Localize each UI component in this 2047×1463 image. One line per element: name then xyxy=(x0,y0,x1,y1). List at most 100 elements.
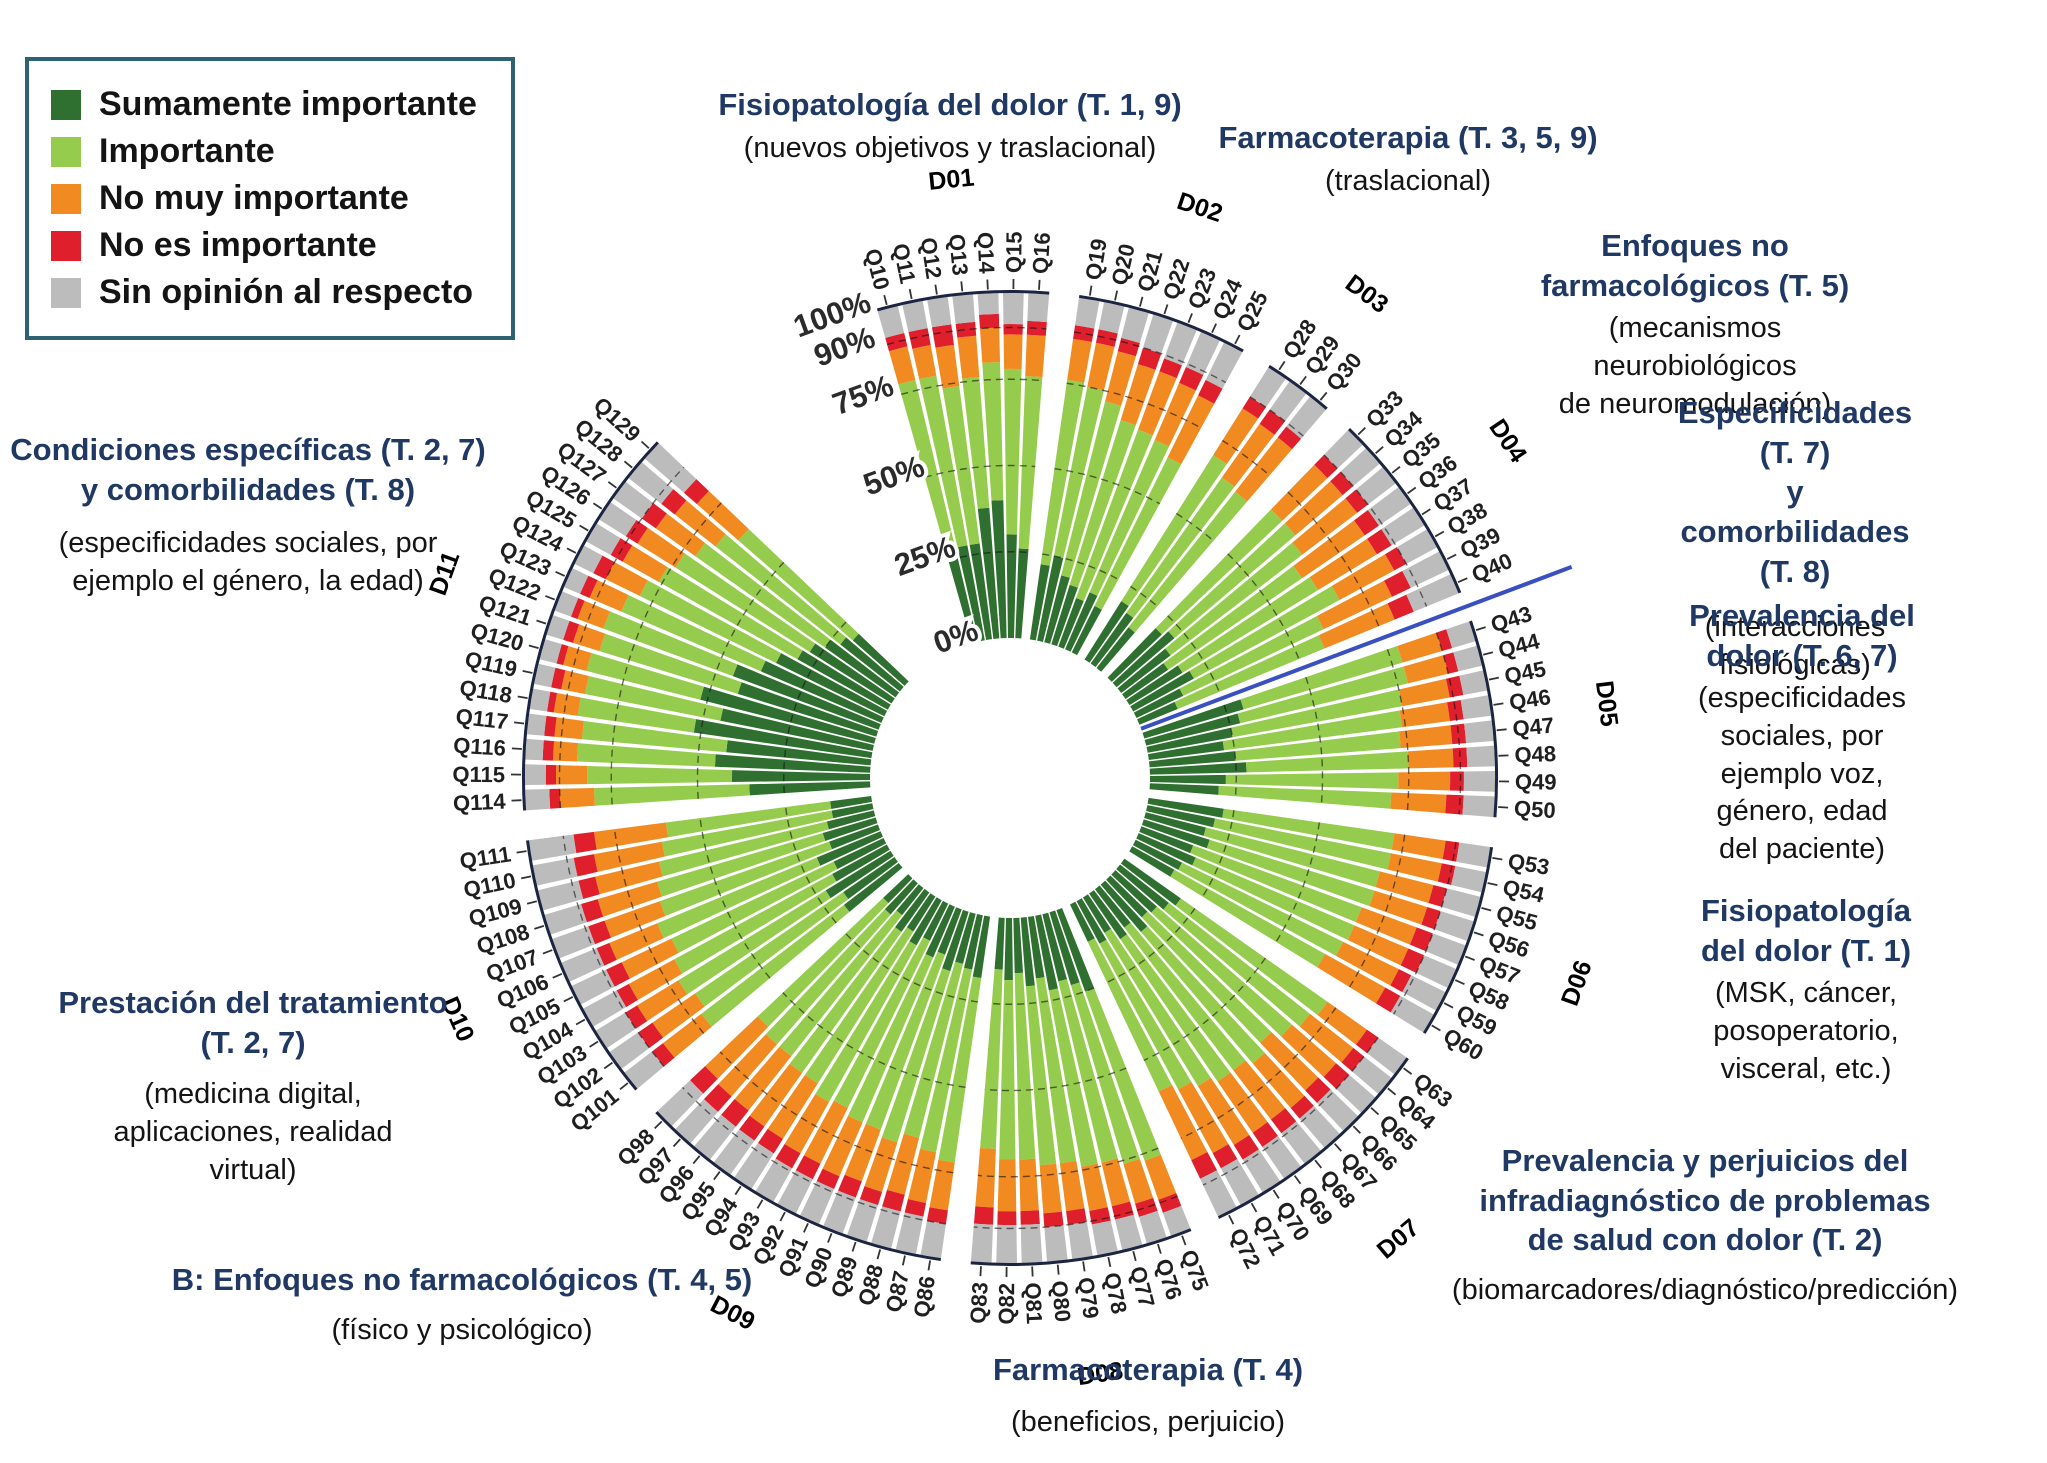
segment-sumamente-importante xyxy=(1137,701,1178,725)
segment-no-es-importante xyxy=(816,1168,840,1189)
bar-Q97 xyxy=(675,879,918,1144)
segment-importante xyxy=(665,801,832,838)
question-tick xyxy=(1473,931,1484,937)
segment-importante xyxy=(1076,429,1153,602)
segment-sumamente-importante xyxy=(737,682,879,737)
bar-Q103 xyxy=(595,850,894,1048)
bar-Q123 xyxy=(564,568,884,723)
bar-Q111 xyxy=(529,795,873,861)
segment-no-muy-importante xyxy=(1213,408,1259,465)
segment-no-es-importante xyxy=(551,667,566,690)
question-tick xyxy=(756,1199,764,1209)
segment-no-es-importante xyxy=(908,328,931,349)
segment-no-muy-importante xyxy=(1144,1154,1177,1200)
segment-importante xyxy=(1035,977,1077,1164)
bar-Q72 xyxy=(1070,901,1237,1217)
segment-no-muy-importante xyxy=(1271,464,1328,521)
segment-no-muy-importante xyxy=(662,1013,712,1058)
segment-importante xyxy=(738,529,859,641)
segment-importante xyxy=(577,697,697,733)
segment-sin-opinion-al-respecto xyxy=(755,1158,793,1202)
annotation-farmacoterapia-t4: Farmacoterapia (T. 4) (beneficios, perjui… xyxy=(993,1350,1303,1441)
segment-importante xyxy=(1104,928,1211,1087)
segment-no-muy-importante xyxy=(1281,1024,1337,1077)
segment-sin-opinion-al-respecto xyxy=(1463,771,1495,792)
segment-sumamente-importante xyxy=(1144,713,1241,746)
bar-Q117 xyxy=(526,713,872,766)
legend-label: Importante xyxy=(99,132,275,170)
segment-sumamente-importante xyxy=(749,781,871,796)
segment-no-muy-importante xyxy=(734,1046,792,1111)
segment-no-muy-importante xyxy=(784,1094,830,1154)
segment-no-es-importante xyxy=(1003,324,1023,335)
segment-no-es-importante xyxy=(1387,594,1414,620)
segment-no-muy-importante xyxy=(1299,1013,1354,1063)
segment-importante xyxy=(1163,565,1303,670)
question-tick xyxy=(603,1061,613,1070)
bar-Q36 xyxy=(1122,487,1411,699)
segment-no-es-importante xyxy=(1436,629,1453,651)
segment-no-muy-importante xyxy=(957,335,980,379)
outer-cap xyxy=(526,840,638,1091)
segment-sin-opinion-al-respecto xyxy=(534,663,556,688)
segment-sumamente-importante xyxy=(1051,584,1078,647)
bar-Q115 xyxy=(525,764,871,785)
bar-Q114 xyxy=(525,781,871,811)
question-tick xyxy=(1333,1143,1342,1152)
gridline-ring xyxy=(1143,957,1267,1061)
bar-Q12 xyxy=(927,297,993,641)
gridline-ring xyxy=(1066,382,1202,429)
segment-no-es-importante xyxy=(641,502,667,529)
segment-importante xyxy=(1174,635,1325,709)
segment-no-muy-importante xyxy=(604,901,666,938)
question-tick xyxy=(563,996,574,1003)
segment-sin-opinion-al-respecto xyxy=(624,1051,665,1089)
segment-importante xyxy=(1222,808,1395,850)
segment-importante xyxy=(903,961,964,1138)
gridline-ring xyxy=(782,992,966,1089)
segment-importante xyxy=(674,874,837,974)
segment-no-es-importante xyxy=(1385,547,1407,571)
segment-importante xyxy=(1206,839,1375,907)
segment-importante xyxy=(715,534,847,645)
gridline-ring xyxy=(886,326,1047,346)
gridline-ring xyxy=(1227,553,1300,660)
segment-sin-opinion-al-respecto xyxy=(777,1170,813,1214)
bar-Q57 xyxy=(1139,826,1466,965)
gridline-ring xyxy=(1180,1007,1337,1139)
segment-sin-opinion-al-respecto xyxy=(1091,1220,1118,1256)
gridline-ring xyxy=(991,987,1095,1005)
bar-Q48 xyxy=(1149,745,1495,775)
bar-Q64 xyxy=(1116,864,1392,1094)
segment-importante xyxy=(1124,922,1246,1071)
bar-Q21 xyxy=(1044,307,1149,644)
segment-no-es-importante xyxy=(570,598,585,620)
segment-no-muy-importante xyxy=(1369,890,1428,925)
segment-no-muy-importante xyxy=(577,600,611,629)
gridline-ring xyxy=(924,464,1036,479)
question-tick xyxy=(1375,446,1384,455)
segment-sumamente-importante xyxy=(833,838,887,870)
bar-Q91 xyxy=(800,904,955,1224)
domain-label-D03: D03 xyxy=(1340,269,1394,319)
segment-no-es-importante xyxy=(775,1143,801,1169)
annotation-subtitle: (nuevos objetivos y traslacional) xyxy=(743,131,1157,164)
segment-importante xyxy=(678,890,831,995)
segment-importante xyxy=(1121,455,1227,607)
question-tick xyxy=(1370,1107,1380,1116)
legend: Sumamente importante Importante No muy imp… xyxy=(25,57,515,340)
segment-sumamente-importante xyxy=(1100,880,1148,932)
legend-item-importante: Importante xyxy=(51,132,477,171)
segment-sin-opinion-al-respecto xyxy=(544,904,587,935)
segment-no-muy-importante xyxy=(597,881,662,917)
segment-no-es-importante xyxy=(739,1115,765,1141)
bar-Q82 xyxy=(996,917,1017,1263)
segment-importante xyxy=(1163,902,1310,1027)
segment-sin-opinion-al-respecto xyxy=(1003,293,1024,325)
segment-no-muy-importante xyxy=(1019,1158,1039,1212)
bar-Q44 xyxy=(1144,645,1482,746)
segment-importante xyxy=(1213,818,1392,870)
segment-importante xyxy=(980,969,1003,1149)
segment-no-es-importante xyxy=(1367,529,1392,555)
question-tick xyxy=(542,949,553,955)
